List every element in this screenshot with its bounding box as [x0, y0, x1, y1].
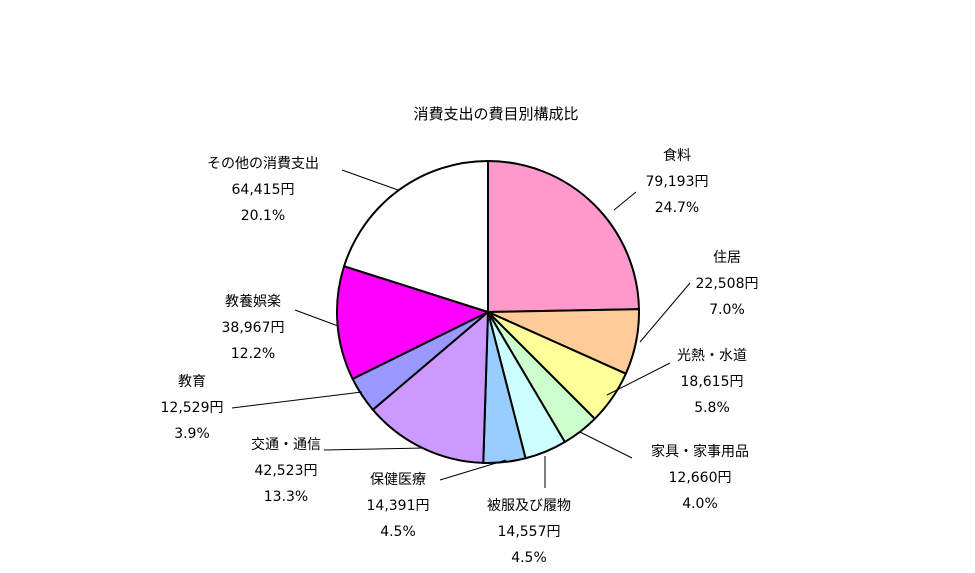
slice-label-amount-7: 42,523円: [255, 463, 318, 479]
slice-label-amount-10: 64,415円: [232, 182, 295, 198]
leader-line-1: [613, 191, 637, 211]
slice-label-name-3: 光熱・水道: [677, 348, 747, 364]
slice-label-percent-9: 12.2%: [231, 346, 275, 362]
slice-label-name-5: 被服及び履物: [487, 498, 571, 514]
chart-title: 消費支出の費目別構成比: [413, 105, 578, 123]
slice-label-amount-2: 22,508円: [696, 276, 759, 292]
slice-labels: 食料 79,193円 24.7% 住居 22,508円 7.0% 光熱・水道 18,615円 5…: [161, 147, 759, 566]
leader-line-4: [579, 431, 633, 459]
leader-line-8: [231, 391, 363, 409]
slice-label-percent-4: 4.0%: [682, 496, 718, 512]
slice-label-percent-2: 7.0%: [709, 302, 745, 318]
pie-slice-1: [487, 160, 640, 313]
slice-label-amount-8: 12,529円: [161, 400, 224, 416]
leader-line-7: [323, 447, 425, 451]
pie-slices: [336, 160, 640, 464]
leader-line-2: [639, 282, 691, 343]
slice-label-percent-7: 13.3%: [264, 489, 308, 505]
leader-line-3: [606, 362, 671, 396]
leader-line-9: [294, 309, 339, 327]
leader-line-6: [439, 459, 507, 481]
pie-slice-10: [343, 160, 489, 313]
slice-label-percent-3: 5.8%: [694, 400, 730, 416]
slice-label-percent-5: 4.5%: [511, 550, 547, 566]
slice-label-name-6: 保健医療: [370, 471, 426, 488]
slice-label-amount-9: 38,967円: [222, 320, 285, 336]
slice-label-amount-6: 14,391円: [367, 498, 430, 514]
slice-label-amount-5: 14,557円: [498, 524, 561, 540]
slice-label-percent-1: 24.7%: [655, 200, 699, 216]
slice-label-name-10: その他の消費支出: [207, 156, 319, 172]
slice-label-name-8: 教育: [178, 374, 206, 390]
pie-slice-9: [336, 265, 489, 380]
slice-label-name-2: 住居: [713, 250, 741, 266]
slice-label-amount-1: 79,193円: [646, 174, 709, 190]
leader-line-10: [341, 169, 399, 191]
leader-lines: [231, 169, 691, 488]
slice-label-amount-3: 18,615円: [681, 374, 744, 390]
slice-label-percent-10: 20.1%: [241, 208, 285, 224]
slice-label-name-9: 教養娯楽: [225, 293, 281, 310]
slice-label-percent-6: 4.5%: [380, 524, 416, 540]
slice-label-name-7: 交通・通信: [251, 436, 321, 453]
slice-label-name-1: 食料: [663, 147, 691, 164]
slice-label-name-4: 家具・家事用品: [651, 443, 749, 460]
slice-label-amount-4: 12,660円: [669, 470, 732, 486]
slice-label-percent-8: 3.9%: [174, 426, 210, 442]
